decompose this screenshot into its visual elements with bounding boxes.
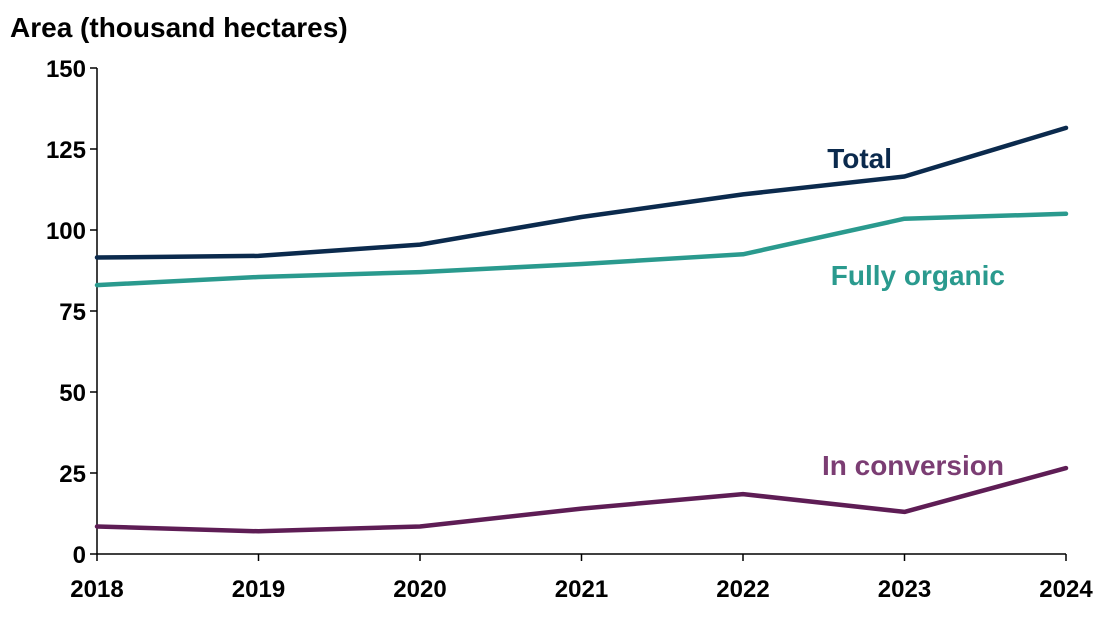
series-label-fully-organic: Fully organic — [831, 260, 1005, 291]
y-tick-label: 50 — [59, 380, 86, 407]
y-tick-label: 125 — [46, 137, 86, 164]
series-line-fully-organic — [94, 211, 1069, 288]
y-tick-label: 150 — [46, 56, 86, 83]
x-tick-label: 2019 — [232, 576, 285, 603]
x-tick-label: 2023 — [878, 576, 931, 603]
y-tick-label: 25 — [59, 461, 86, 488]
x-tick-label: 2020 — [393, 576, 446, 603]
series-labels: Total Fully organic In conversion — [822, 143, 1005, 481]
series-line-total — [94, 125, 1069, 260]
y-tick-label: 0 — [73, 542, 86, 569]
y-tick-label: 75 — [59, 299, 86, 326]
axes: 0 25 50 75 100 125 150 2018 2019 2020 2021 2022 2023… — [46, 56, 1093, 603]
x-tick-label: 2024 — [1039, 576, 1093, 603]
series-lines — [94, 125, 1069, 534]
y-tick-label: 100 — [46, 218, 86, 245]
series-label-total: Total — [827, 143, 892, 174]
x-tick-label: 2018 — [70, 576, 123, 603]
series-label-in-conversion: In conversion — [822, 450, 1004, 481]
y-axis-title: Area (thousand hectares) — [10, 12, 348, 43]
x-tick-label: 2021 — [555, 576, 608, 603]
series-line-in-conversion — [94, 465, 1069, 534]
x-tick-label: 2022 — [716, 576, 769, 603]
